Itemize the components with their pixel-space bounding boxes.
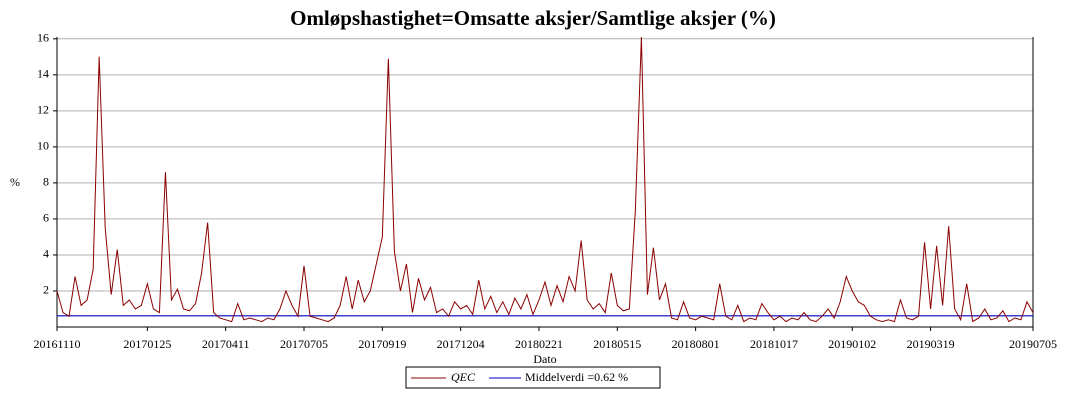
x-tick-label: 20190705 [1009,337,1057,351]
x-tick-label: 20170705 [280,337,328,351]
y-tick-label: 6 [43,211,49,225]
chart-title: Omløpshastighet=Omsatte aksjer/Samtlige … [290,6,776,30]
x-tick-label: 20180515 [593,337,641,351]
x-tick-label: 20170919 [358,337,406,351]
x-tick-label: 20190102 [828,337,876,351]
x-tick-label: 20170411 [202,337,250,351]
y-tick-label: 16 [37,31,49,45]
x-tick-label: 20180221 [515,337,563,351]
y-tick-label: 12 [37,103,49,117]
y-tick-label: 8 [43,175,49,189]
x-tick-label: 20170125 [123,337,171,351]
y-tick-label: 10 [37,139,49,153]
x-tick-label: 20190319 [907,337,955,351]
x-tick-label: 20171204 [437,337,485,351]
x-tick-label: 20180801 [672,337,720,351]
y-tick-label: 4 [43,247,49,261]
legend-label: Middelverdi =0.62 % [525,370,628,384]
y-tick-label: 2 [43,283,49,297]
legend-box [405,366,661,389]
legend-label: QEC [451,370,476,384]
y-axis-label: % [10,175,20,189]
x-tick-label: 20181017 [750,337,798,351]
y-tick-label: 14 [37,67,49,81]
x-tick-label: 20161110 [33,337,80,351]
data-line [56,36,1034,323]
x-axis-label: Dato [533,352,556,366]
